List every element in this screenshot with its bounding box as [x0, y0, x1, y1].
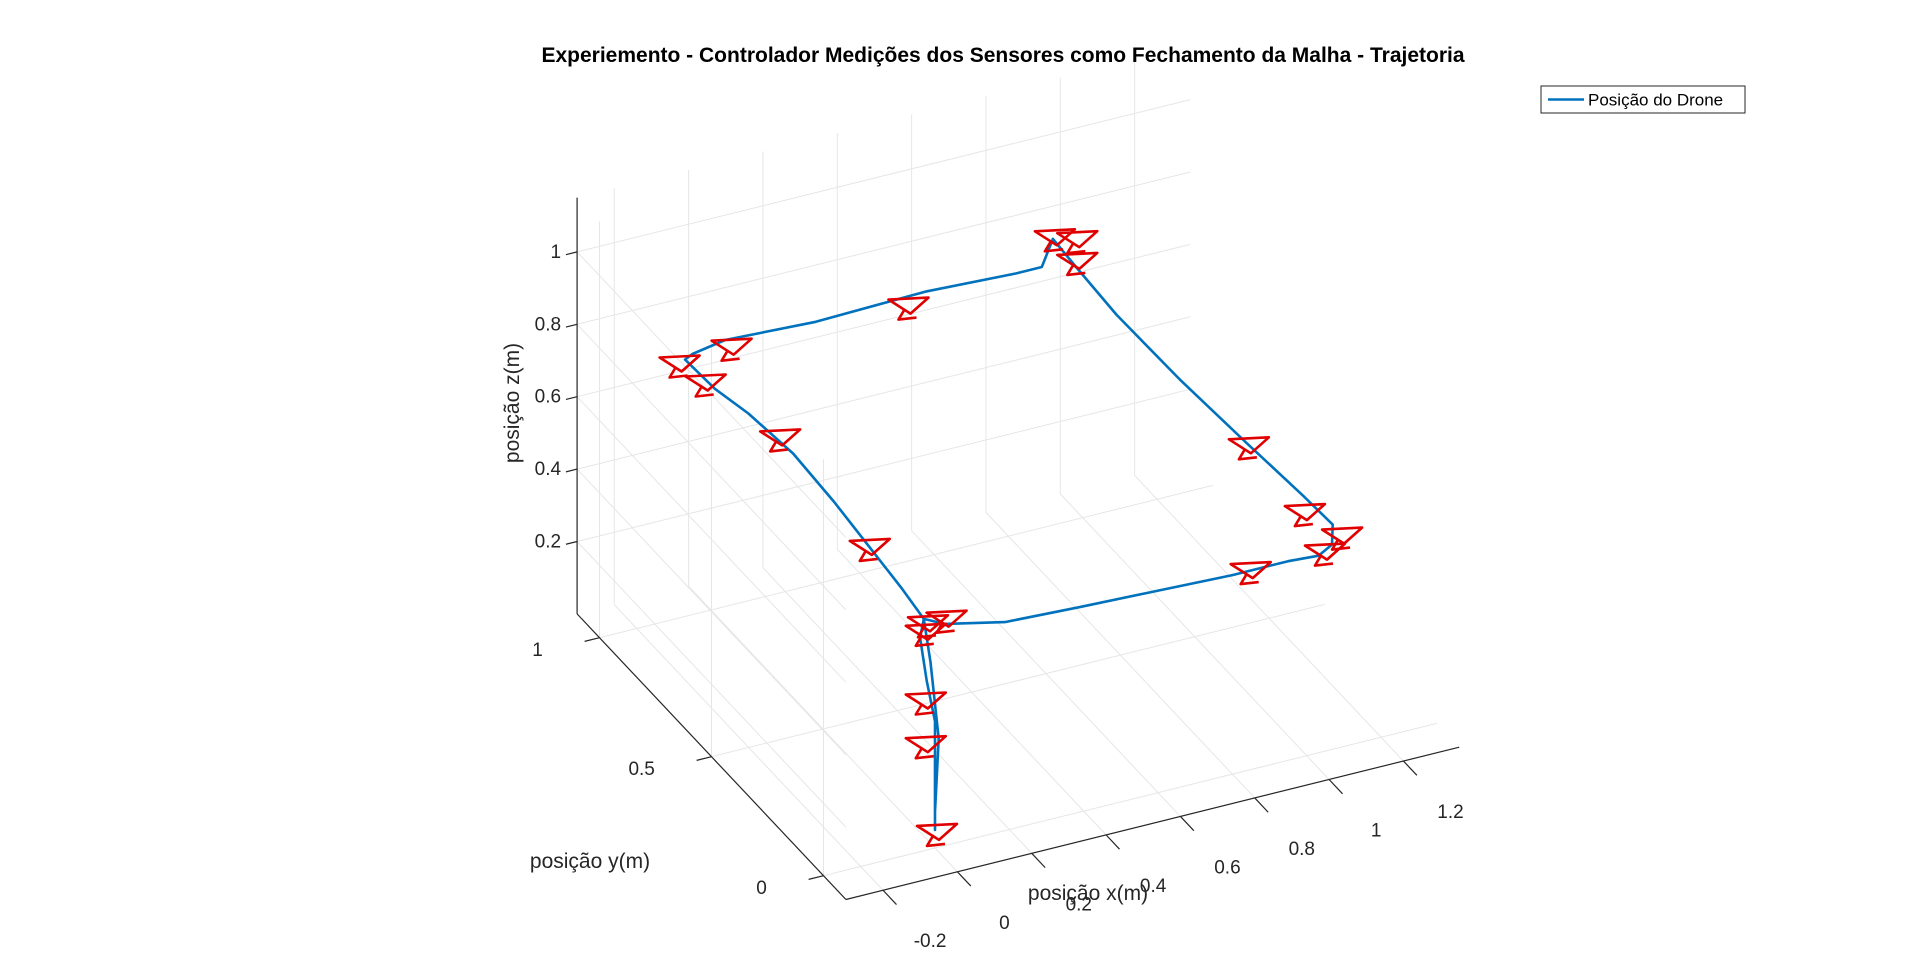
grid-line-side-z	[576, 396, 847, 683]
grid-line-back-z	[576, 99, 1191, 253]
drone-marker	[1320, 526, 1364, 551]
x-tick	[1328, 779, 1343, 795]
x-tick-label: 0.6	[1214, 857, 1240, 878]
drone-marker	[904, 691, 948, 716]
x-axis-label: posição x(m)	[1028, 882, 1148, 905]
drone-marker	[710, 337, 753, 363]
x-tick-label: 0	[999, 913, 1010, 934]
x-tick-label: 0.4	[1140, 876, 1167, 897]
drone-marker	[1056, 251, 1099, 277]
ticks-layer: -0.2 0 0.2 0.4 0.6 0.8 1 1.2 0 0.5 1 0.2 0.4 0.6 0.8 1	[532, 242, 1463, 952]
x-tick-label: 1	[1371, 820, 1382, 841]
drone-marker	[904, 734, 948, 760]
x-tick-label: -0.2	[914, 931, 947, 952]
z-tick-label: 0.8	[535, 314, 561, 335]
legend-label: Posição do Drone	[1588, 91, 1723, 110]
x-tick	[956, 871, 972, 887]
drone-marker	[1229, 560, 1272, 586]
z-tick	[565, 251, 578, 256]
grid-line-floor-y	[823, 722, 1437, 877]
z-tick	[565, 540, 578, 545]
z-tick-label: 0.2	[535, 531, 561, 552]
x-tick	[1031, 852, 1046, 869]
drone-marker	[1283, 502, 1327, 528]
drone-marker	[906, 613, 950, 639]
grid-line-side-z	[576, 468, 847, 756]
chart-title: Experiemento - Controlador Medições dos …	[541, 44, 1464, 67]
z-tick	[565, 468, 578, 473]
y-tick-label: 0	[756, 878, 767, 899]
z-tick	[565, 323, 578, 328]
x-axis-line	[845, 746, 1460, 901]
x-tick	[1254, 797, 1269, 813]
x-tick-label: 0.2	[1066, 894, 1092, 915]
z-tick-label: 0.4	[535, 459, 562, 480]
drone-marker	[1033, 228, 1077, 253]
grid-line-back-z	[576, 171, 1191, 325]
grid-line-back-z	[576, 316, 1191, 470]
drone-marker	[887, 296, 930, 321]
drone-marker	[658, 354, 701, 379]
x-tick	[882, 889, 897, 905]
grid-line-side-z	[576, 541, 847, 828]
y-tick	[584, 637, 600, 642]
y-tick	[696, 756, 712, 761]
x-tick-label: 1.2	[1437, 802, 1463, 823]
z-axis-label: posição z(m)	[501, 343, 524, 463]
drone-marker	[684, 373, 728, 398]
data-layer	[658, 228, 1364, 848]
y-axis-label: posição y(m)	[530, 850, 650, 873]
y-tick	[808, 875, 824, 880]
drone-marker	[1227, 435, 1271, 461]
z-tick-label: 1	[551, 242, 562, 263]
x-tick	[1179, 816, 1195, 832]
y-tick-label: 1	[532, 640, 543, 661]
grid-line-side-z	[576, 323, 847, 611]
z-tick-label: 0.6	[535, 387, 561, 408]
drone-marker	[1303, 542, 1347, 567]
legend[interactable]: Posição do Drone	[1540, 85, 1746, 114]
drone-marker	[758, 428, 802, 453]
x-tick-label: 0.8	[1289, 839, 1315, 860]
y-tick-label: 0.5	[628, 759, 654, 780]
z-tick	[565, 396, 578, 401]
grid-line-back-z	[576, 388, 1191, 542]
x-tick	[1403, 760, 1418, 776]
x-tick	[1105, 834, 1120, 850]
drone-marker	[848, 537, 892, 563]
trajectory-line	[683, 237, 1334, 832]
grid-line-floor-y	[711, 603, 1325, 758]
grid-line-floor-y	[599, 484, 1213, 639]
drone-marker	[925, 609, 968, 635]
drone-marker	[915, 822, 959, 848]
